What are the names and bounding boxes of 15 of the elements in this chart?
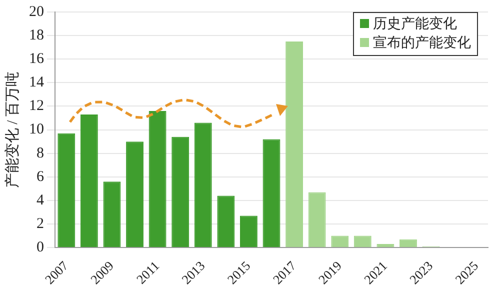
- y-tick-label: 2: [36, 216, 44, 232]
- y-tick-label: 10: [29, 122, 44, 138]
- y-tick-label: 12: [29, 98, 44, 114]
- x-tick-label: 2021: [360, 258, 390, 288]
- y-tick-label: 0: [36, 240, 44, 256]
- legend-label: 历史产能变化: [373, 17, 457, 32]
- y-tick-label: 4: [36, 192, 44, 208]
- y-tick-label: 20: [29, 4, 44, 20]
- y-tick-label: 18: [29, 27, 44, 44]
- y-tick-label: 14: [29, 74, 44, 91]
- y-tick-label: 8: [36, 145, 44, 162]
- y-axis-title: 产能变化 / 百万吨: [4, 71, 21, 188]
- legend-label: 宣布的产能变化: [373, 36, 471, 51]
- y-tick-label: 6: [36, 168, 44, 185]
- y-tick-label: 16: [29, 51, 44, 68]
